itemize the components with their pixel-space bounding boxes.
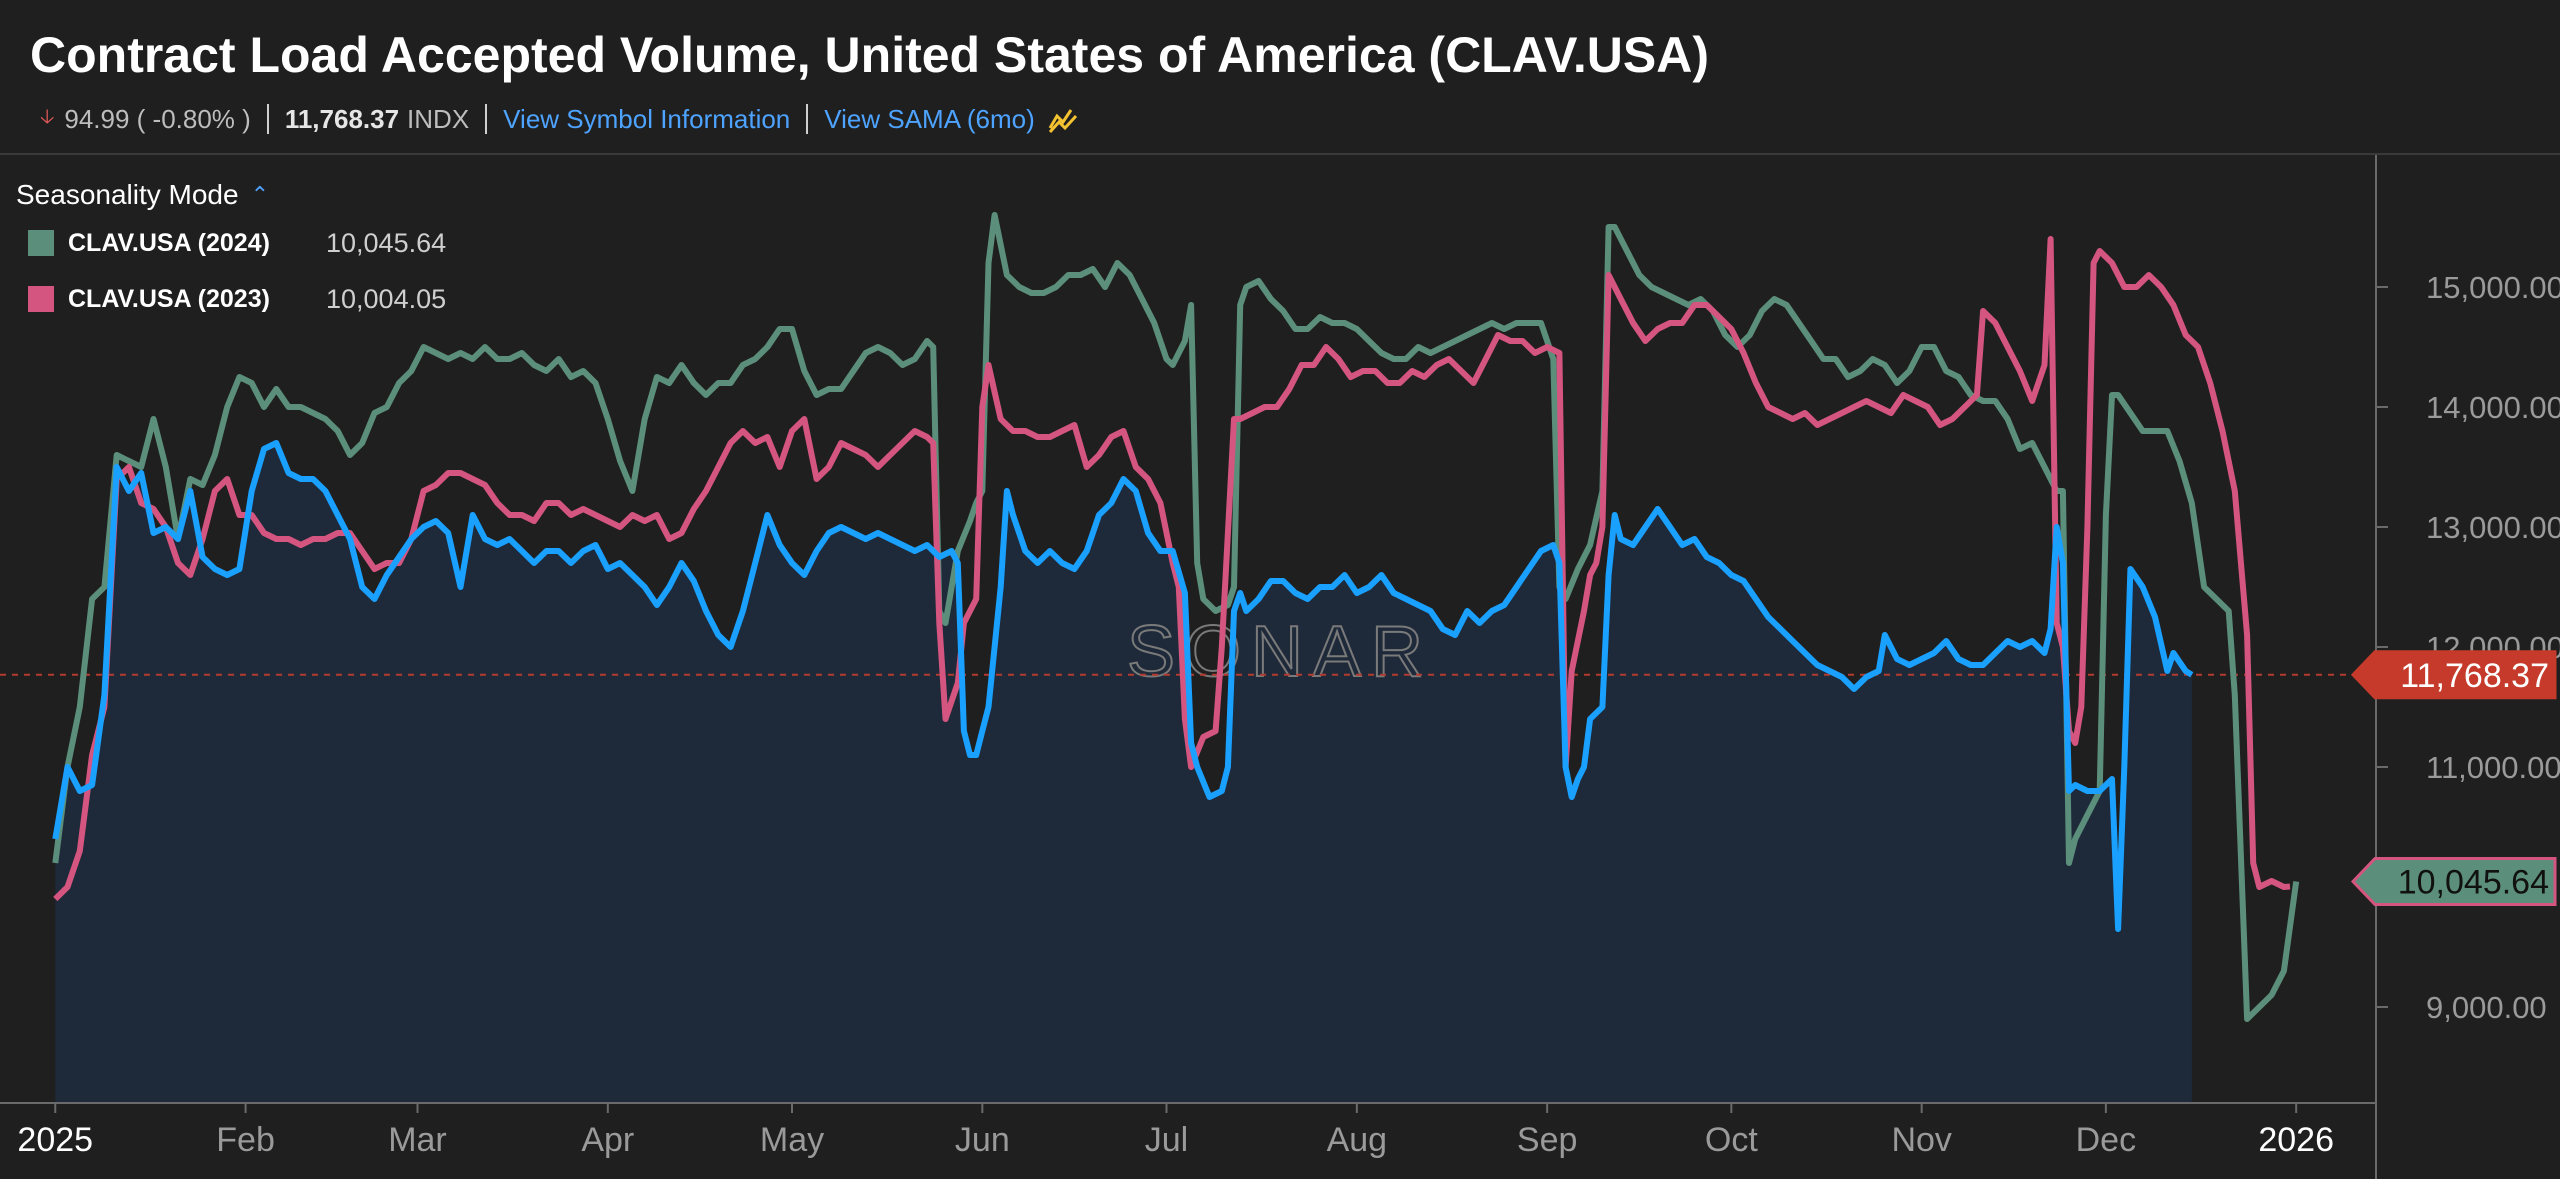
x-tick-label: 2026 — [2258, 1121, 2334, 1159]
x-tick-label: Feb — [216, 1121, 275, 1159]
chevron-up-icon: ⌃ — [250, 182, 270, 207]
x-tick-label: Mar — [388, 1121, 447, 1159]
legend-swatch — [28, 230, 54, 256]
last-value: 11,768.37 — [284, 103, 400, 134]
y-tick-label: 11,000.00 — [2426, 750, 2560, 785]
legend-item-2023[interactable]: CLAV.USA (2023) 10,004.05 — [16, 271, 446, 327]
legend-series-name: CLAV.USA (2023) — [68, 284, 270, 313]
divider — [485, 104, 488, 134]
seasonality-chart[interactable]: SONAR 9,000.0011,000.0012,000.0013,000.0… — [0, 155, 2560, 1179]
legend-series-name: CLAV.USA (2024) — [68, 228, 270, 257]
seasonality-mode-toggle[interactable]: Seasonality Mode ⌃ — [16, 175, 446, 215]
page-title: Contract Load Accepted Volume, United St… — [30, 27, 1709, 83]
legend-series-value: 10,045.64 — [326, 227, 447, 258]
series-line-2025 — [52, 440, 2194, 932]
series-2024-value-tag-label: 10,045.64 — [2398, 864, 2549, 902]
y-tick-label: 13,000.00 — [2426, 510, 2560, 545]
x-tick-label: Sep — [1517, 1121, 1578, 1159]
view-symbol-information-link[interactable]: View Symbol Information — [503, 103, 791, 134]
legend-series-value: 10,004.05 — [326, 283, 447, 314]
divider — [266, 104, 269, 134]
sonar-watermark: SONAR — [1127, 612, 1433, 692]
x-tick-label: Oct — [1705, 1121, 1758, 1159]
x-tick-label: May — [760, 1121, 824, 1159]
x-tick-label: 2025 — [17, 1121, 93, 1159]
x-tick-label: Aug — [1327, 1121, 1388, 1159]
down-arrow-icon: 🡣 — [40, 106, 55, 128]
y-tick-label: 15,000.00 — [2426, 270, 2560, 305]
legend: Seasonality Mode ⌃ CLAV.USA (2024) 10,04… — [16, 175, 446, 327]
series-line-2023 — [53, 236, 2291, 902]
symbol-info-bar: 🡣 94.99 ( -0.80% ) 11,768.37 INDX View S… — [40, 102, 1079, 136]
legend-item-2024[interactable]: CLAV.USA (2024) 10,045.64 — [16, 215, 446, 271]
seasonality-mode-label: Seasonality Mode — [16, 179, 239, 210]
series-2024-value-tag-shape — [2350, 857, 2557, 907]
x-tick-label: Jun — [955, 1121, 1010, 1159]
x-tick-label: Jul — [1145, 1121, 1188, 1159]
y-tick-label: 9,000.00 — [2426, 990, 2547, 1025]
y-tick-label: 14,000.00 — [2426, 390, 2560, 425]
current-value-tag-label: 11,768.37 — [2400, 657, 2549, 695]
x-tick-label: Apr — [581, 1121, 634, 1159]
current-series-area — [55, 443, 2192, 1103]
sama-chart-icon[interactable] — [1047, 104, 1079, 134]
legend-swatch — [28, 286, 54, 312]
divider — [806, 104, 809, 134]
change-value: 94.99 ( -0.80% ) — [64, 103, 251, 134]
x-tick-label: Nov — [1891, 1121, 1951, 1159]
chart-header: Contract Load Accepted Volume, United St… — [0, 0, 2560, 155]
current-value-tag-shape — [2350, 650, 2557, 700]
x-tick-label: Dec — [2076, 1121, 2136, 1159]
series-line-2024 — [52, 212, 2300, 1022]
unit-label: INDX — [407, 103, 470, 134]
view-sama-link[interactable]: View SAMA (6mo) — [824, 103, 1035, 134]
